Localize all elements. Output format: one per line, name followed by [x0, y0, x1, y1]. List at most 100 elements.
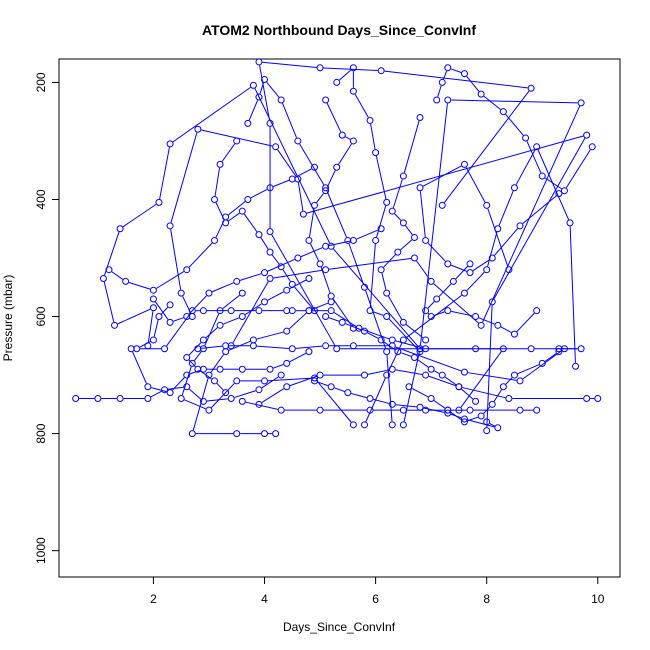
- series-line-segment: [271, 254, 280, 265]
- data-point: [588, 143, 596, 151]
- series-line-segment: [384, 70, 528, 89]
- data-point: [349, 137, 357, 145]
- data-point: [155, 198, 163, 206]
- data-point: [155, 313, 163, 321]
- series-4: [227, 96, 585, 429]
- data-point: [327, 383, 335, 391]
- data-point: [555, 190, 563, 198]
- data-point: [477, 321, 485, 329]
- series-2: [255, 59, 535, 414]
- series-17: [333, 64, 424, 356]
- data-point: [366, 116, 374, 124]
- data-point: [566, 219, 574, 227]
- series-line-segment: [147, 311, 154, 343]
- data-point: [410, 234, 418, 242]
- series-line-segment: [500, 326, 512, 333]
- data-point: [444, 260, 452, 268]
- series-line-segment: [428, 375, 456, 387]
- series-line-segment: [365, 290, 387, 349]
- data-point: [472, 345, 480, 353]
- data-point: [349, 342, 357, 350]
- series-line-segment: [405, 225, 413, 236]
- data-point: [499, 383, 507, 391]
- data-point: [377, 336, 385, 344]
- series-line-segment: [295, 168, 312, 178]
- series-line-segment: [376, 205, 387, 238]
- series-line-segment: [338, 143, 352, 165]
- data-point: [233, 377, 241, 385]
- series-line-segment: [232, 281, 269, 344]
- series-line-segment: [189, 388, 202, 400]
- chart-title: ATOM2 Northbound Days_Since_ConvInf: [202, 22, 476, 38]
- data-point: [311, 377, 319, 385]
- data-point: [194, 365, 202, 373]
- data-point: [99, 274, 107, 282]
- series-line-segment: [271, 234, 336, 346]
- data-point: [377, 266, 385, 274]
- series-line-segment: [111, 271, 124, 280]
- series-line-segment: [403, 120, 420, 173]
- series-line-segment: [277, 149, 297, 177]
- data-point: [238, 313, 246, 321]
- series-layer: [72, 59, 602, 438]
- y-axis-label: Pressure (mbar): [1, 275, 15, 362]
- series-line-segment: [395, 404, 417, 408]
- series-line-segment: [370, 123, 376, 150]
- series-line-segment: [569, 226, 576, 363]
- data-point: [144, 383, 152, 391]
- series-line-segment: [462, 387, 506, 399]
- series-line-segment: [345, 136, 351, 140]
- series-line-segment: [316, 193, 324, 203]
- series-line-segment: [565, 149, 591, 189]
- series-line-segment: [273, 269, 323, 279]
- series-line-segment: [388, 318, 418, 350]
- data-point: [516, 222, 524, 230]
- series-line-segment: [373, 311, 384, 316]
- series-line-segment: [254, 88, 331, 244]
- series-line-segment: [395, 369, 423, 375]
- series-line-segment: [328, 317, 340, 322]
- data-point: [311, 201, 319, 209]
- series-line-segment: [427, 301, 435, 309]
- data-point: [283, 327, 291, 335]
- data-point: [372, 236, 380, 244]
- data-point: [422, 336, 430, 344]
- data-point: [316, 260, 324, 268]
- series-line-segment: [467, 372, 517, 381]
- series-line-segment: [189, 369, 201, 375]
- series-line-segment: [427, 242, 446, 262]
- data-point: [261, 377, 269, 385]
- data-point: [288, 175, 296, 183]
- data-point: [166, 301, 174, 309]
- data-point: [410, 254, 418, 262]
- data-point: [444, 64, 452, 72]
- data-point: [399, 219, 407, 227]
- data-point: [183, 266, 191, 274]
- data-point: [183, 354, 191, 362]
- series-line-segment: [309, 243, 320, 261]
- data-point: [238, 397, 246, 405]
- data-point: [455, 383, 463, 391]
- x-tick-label: 4: [261, 592, 268, 606]
- series-line-segment: [261, 376, 279, 389]
- data-point: [383, 313, 391, 321]
- y-axis: 200 400 600 800 1000: [34, 72, 59, 564]
- data-point: [560, 187, 568, 195]
- series-15: [188, 298, 335, 438]
- data-point: [538, 172, 546, 180]
- series-line-segment: [395, 346, 462, 372]
- series-line-segment: [515, 149, 536, 185]
- data-point: [360, 371, 368, 379]
- series-line-segment: [400, 239, 413, 251]
- series-line-segment: [354, 93, 369, 118]
- series-line-segment: [282, 269, 291, 282]
- data-point: [383, 348, 391, 356]
- series-line-segment: [200, 370, 212, 380]
- series-line-segment: [544, 353, 557, 362]
- series-line-segment: [416, 260, 430, 279]
- data-point: [199, 336, 207, 344]
- data-point: [460, 289, 468, 297]
- series-19: [305, 96, 357, 332]
- series-8: [72, 371, 285, 405]
